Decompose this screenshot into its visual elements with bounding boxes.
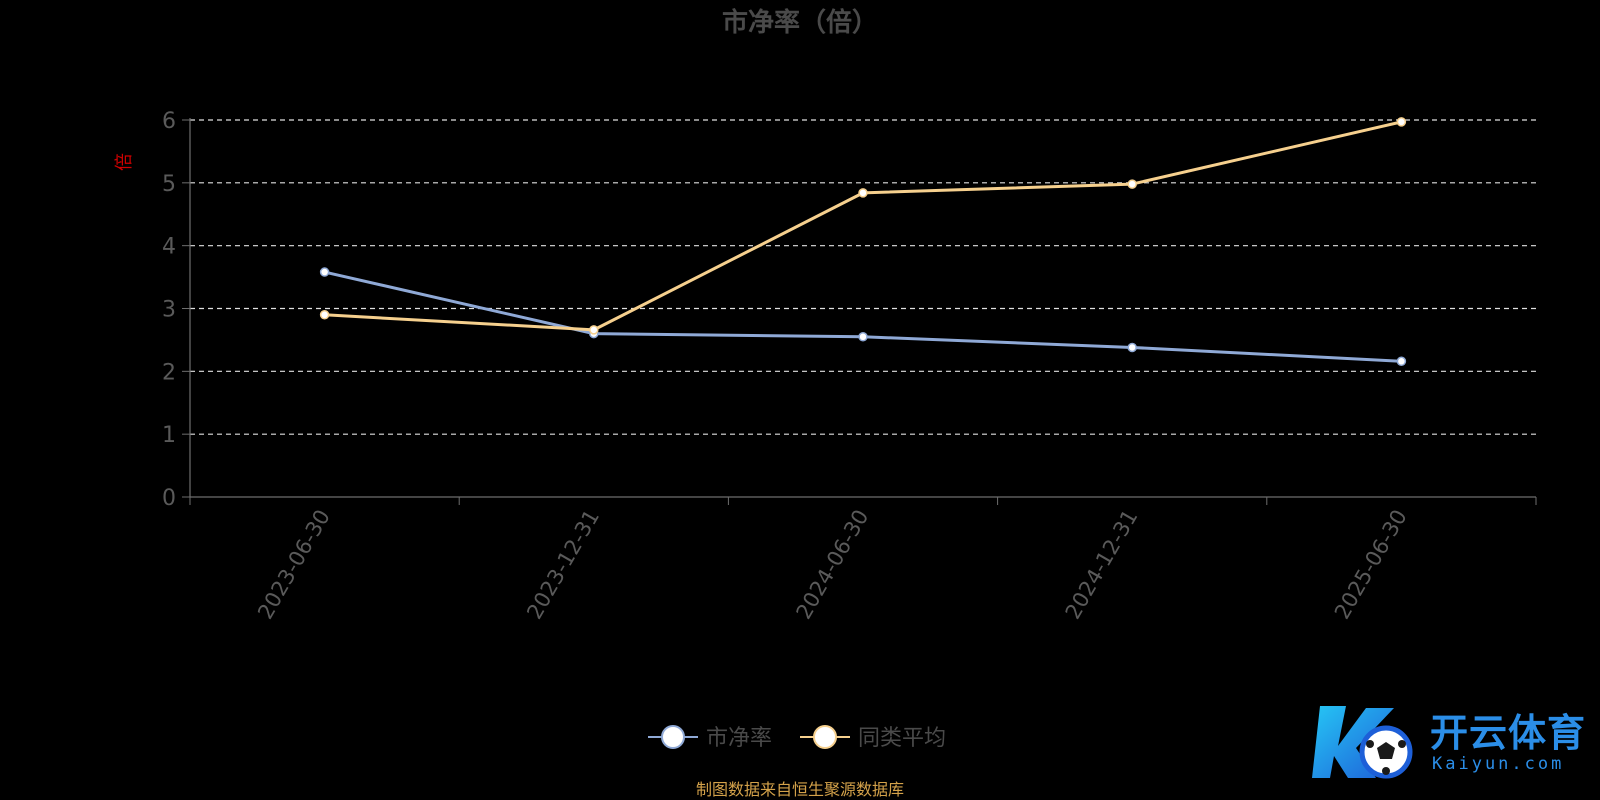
legend-marker	[661, 725, 685, 749]
data-point	[1127, 179, 1137, 189]
x-tick-label: 2025-06-30	[1330, 506, 1412, 624]
legend-marker	[813, 725, 837, 749]
brand-watermark: 开云体育 Kaiyun.com	[1312, 696, 1592, 786]
brand-url: Kaiyun.com	[1432, 754, 1565, 774]
y-tick-label: 2	[162, 360, 176, 385]
data-source-note: 制图数据来自恒生聚源数据库	[695, 780, 904, 799]
y-tick-label: 3	[162, 298, 176, 323]
y-tick-label: 5	[162, 172, 176, 197]
legend-label: 市净率	[706, 726, 772, 751]
data-point	[1127, 342, 1137, 353]
y-tick-label: 6	[162, 109, 176, 134]
data-point	[319, 310, 330, 320]
chart-title: 市净率（倍）	[721, 8, 878, 38]
x-tick-label: 2024-12-31	[1061, 506, 1143, 624]
data-point	[858, 188, 868, 198]
data-point	[589, 325, 599, 335]
y-axis-label: 倍	[114, 153, 135, 171]
data-point	[1396, 117, 1407, 127]
brand-name: 开云体育	[1430, 711, 1587, 755]
series-line	[324, 120, 1402, 332]
x-tick-label: 2023-06-30	[253, 506, 335, 624]
data-point	[319, 267, 330, 277]
data-point	[858, 332, 868, 342]
legend-label: 同类平均	[858, 726, 946, 751]
y-tick-label: 4	[162, 235, 176, 260]
series-line	[324, 270, 1402, 363]
y-tick-label: 1	[162, 423, 176, 448]
x-tick-label: 2023-12-31	[522, 506, 604, 624]
x-tick-label: 2024-06-30	[792, 506, 874, 624]
y-tick-label: 0	[162, 486, 176, 511]
data-point	[1396, 356, 1407, 367]
brand-logo-icon	[1312, 706, 1413, 779]
